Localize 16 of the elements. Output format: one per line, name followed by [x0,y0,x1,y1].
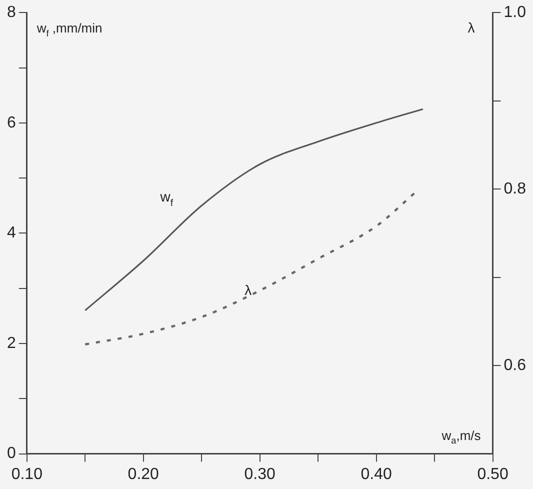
y2-tick-label: 0.6 [504,356,526,374]
x-tick-label: 0.40 [360,466,392,483]
y2-tick-label: 0.8 [504,180,526,198]
x-tick-label: 0.30 [244,466,276,483]
x-tick-label: 0.10 [11,466,43,483]
y-tick-label: 4 [6,224,16,242]
x-tick-label: 0.20 [128,466,160,483]
y2-tick-label: 1.0 [504,4,526,22]
y-tick-label: 8 [6,4,16,22]
y-tick-label: 0 [6,445,16,462]
line-series [84,108,424,312]
y-tick-label: 6 [6,114,16,132]
y-tick-label: 2 [6,334,16,352]
series-label: λ [244,282,252,298]
x-tick-label: 0.50 [477,466,508,483]
y2-axis-title: λ [468,20,475,36]
